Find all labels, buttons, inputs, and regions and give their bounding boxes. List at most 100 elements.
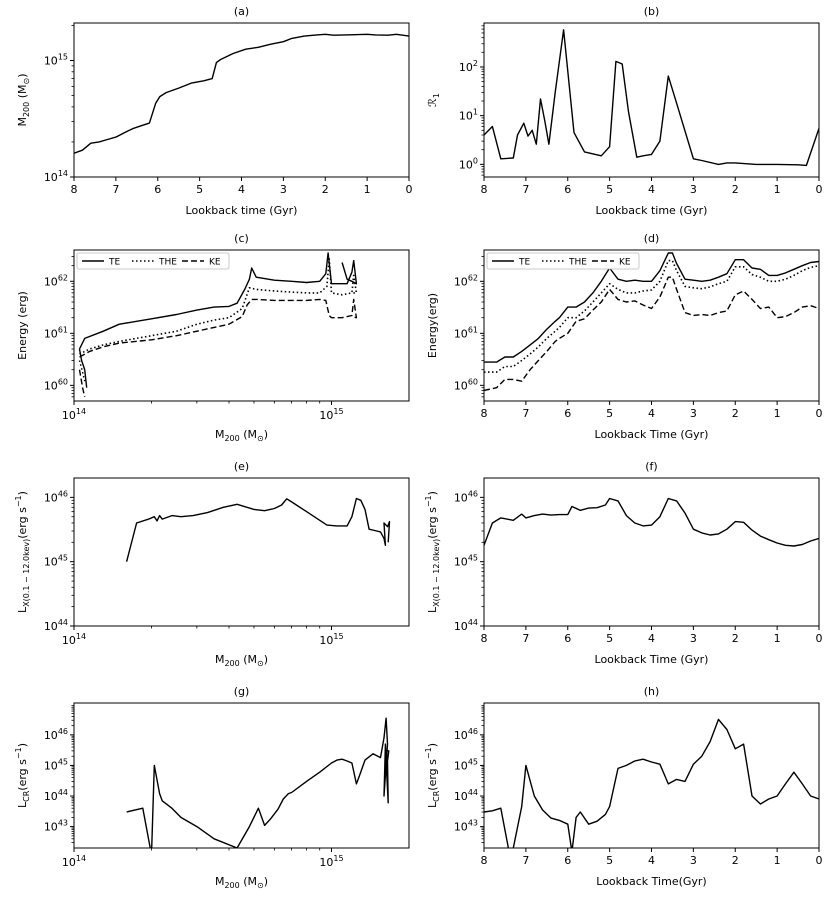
y-tick-label: 1061	[454, 325, 478, 340]
x-tick-label: 1	[774, 854, 781, 867]
panel-8: (h) 8 7 6 5 4 3 2 1 0 1043 1044 1045 1046 Lookback Tim…	[424, 685, 823, 888]
x-tick-label: 0	[816, 407, 823, 420]
x-axis-label: M200 (M⊙)	[215, 653, 268, 668]
y-tick-label: 1044	[44, 618, 68, 633]
y-axis-label: Energy(erg)	[426, 293, 439, 358]
panel-6: (f) 8 7 6 5 4 3 2 1 0 1044 1045 1046 Lookback Time (G…	[424, 460, 823, 666]
panel-5: (e) 1014 1015 1044 1045 1046 M200 (M⊙) LX(0.1 −…	[14, 460, 410, 668]
x-tick-label: 0	[816, 632, 823, 645]
series-group	[484, 497, 819, 547]
y-tick-label: 100	[459, 156, 478, 171]
y-tick-label: 1043	[44, 819, 68, 834]
x-tick-label: 6	[564, 632, 571, 645]
y-tick-label: 1046	[44, 489, 68, 504]
panel-title: (b)	[644, 5, 660, 18]
y-tick-label: 1062	[44, 273, 68, 288]
y-tick-label: 1062	[454, 273, 478, 288]
plot-frame	[483, 477, 820, 627]
y-axis-label: M200 (M⊙)	[16, 73, 31, 126]
panel-4: (d) 8 7 6 5 4 3 2 1 0 1060 1061 1062 Lookback Time (G…	[426, 232, 823, 441]
y-axis-label: LX(0.1 − 12.0kev)(erg s−1)	[424, 491, 441, 613]
series-line-the	[484, 259, 819, 373]
x-tick-label: 0	[816, 183, 823, 196]
y-tick-label: 101	[459, 108, 478, 123]
x-tick-label: 5	[606, 632, 613, 645]
x-tick-label: 1014	[62, 632, 86, 647]
plot-frame	[483, 702, 820, 849]
series-line-0	[484, 497, 819, 547]
series-line-te	[78, 252, 358, 350]
x-axis-label: M200 (M⊙)	[215, 428, 268, 443]
series-line-the	[79, 258, 358, 355]
y-tick-label: 1044	[454, 788, 478, 803]
series-group	[484, 718, 819, 848]
plot-frame	[73, 22, 410, 178]
y-axis-label: Energy (erg)	[16, 291, 29, 360]
x-tick-label: 4	[648, 854, 655, 867]
x-tick-label: 3	[690, 854, 697, 867]
x-tick-label: 1	[774, 632, 781, 645]
y-tick-label: 1061	[44, 325, 68, 340]
y-tick-label: 1046	[454, 727, 478, 742]
panel-title: (a)	[234, 5, 249, 18]
y-tick-label: 1045	[454, 757, 478, 772]
x-tick-label: 1014	[62, 854, 86, 869]
panel-title: (c)	[234, 232, 249, 245]
panel-2: (b) 8 7 6 5 4 3 2 1 0 100 101 102 Lookback time (Gyr)…	[426, 5, 823, 217]
series-group	[125, 497, 391, 562]
y-tick-label: 1014	[44, 169, 68, 184]
x-tick-label: 1015	[319, 407, 343, 422]
x-tick-label: 3	[690, 632, 697, 645]
x-tick-label: 4	[648, 632, 655, 645]
legend: TE THE KE	[76, 252, 230, 270]
series-line-0	[126, 717, 390, 848]
series-line-0	[74, 33, 409, 154]
series-line-ke	[79, 298, 358, 358]
x-tick-label: 2	[732, 183, 739, 196]
y-tick-label: 1046	[454, 489, 478, 504]
x-tick-label: 6	[564, 407, 571, 420]
legend-label-the: THE	[158, 258, 177, 268]
series-line-te	[484, 252, 819, 363]
panel-title: (d)	[644, 232, 660, 245]
panel-3: (c) 1014 1015 1060 1061 1062 M200 (M⊙) Energy (…	[16, 232, 410, 443]
series-line-0	[125, 497, 391, 562]
series-group	[126, 717, 390, 848]
x-tick-label: 1015	[319, 632, 343, 647]
x-tick-label: 7	[522, 854, 529, 867]
series-tail	[78, 369, 86, 398]
x-tick-label: 8	[481, 407, 488, 420]
series-group	[484, 29, 819, 167]
y-tick-label: 1044	[44, 788, 68, 803]
x-tick-label: 8	[481, 183, 488, 196]
x-axis-label: Lookback Time (Gyr)	[595, 428, 709, 441]
x-tick-label: 8	[71, 183, 78, 196]
y-tick-label: 1015	[44, 53, 68, 68]
x-tick-label: 1014	[62, 407, 86, 422]
x-tick-label: 7	[112, 183, 119, 196]
plot-frame	[73, 477, 410, 627]
series-tail	[78, 348, 88, 388]
plot-frame	[73, 702, 410, 849]
x-axis-label: M200 (M⊙)	[215, 875, 268, 890]
series-group	[78, 252, 358, 398]
x-tick-label: 2	[732, 854, 739, 867]
panel-title: (f)	[645, 460, 657, 473]
panel-1: (a) 8 7 6 5 4 3 2 1 0 1014 1015 Lookback time (Gyr) M…	[16, 5, 413, 217]
x-tick-label: 4	[648, 407, 655, 420]
x-tick-label: 6	[154, 183, 161, 196]
plot-frame	[73, 249, 410, 402]
x-tick-label: 7	[522, 632, 529, 645]
legend-label-te: TE	[108, 258, 120, 268]
y-tick-label: 102	[459, 59, 478, 74]
x-tick-label: 4	[648, 183, 655, 196]
x-tick-label: 7	[522, 183, 529, 196]
y-tick-label: 1060	[454, 377, 478, 392]
x-tick-label: 6	[564, 183, 571, 196]
panel-title: (e)	[234, 460, 249, 473]
y-axis-label: LX(0.1 − 12.0kev)(erg s−1)	[14, 491, 31, 613]
x-tick-label: 6	[564, 854, 571, 867]
x-axis-label: Lookback time (Gyr)	[186, 204, 298, 217]
x-tick-label: 5	[606, 407, 613, 420]
